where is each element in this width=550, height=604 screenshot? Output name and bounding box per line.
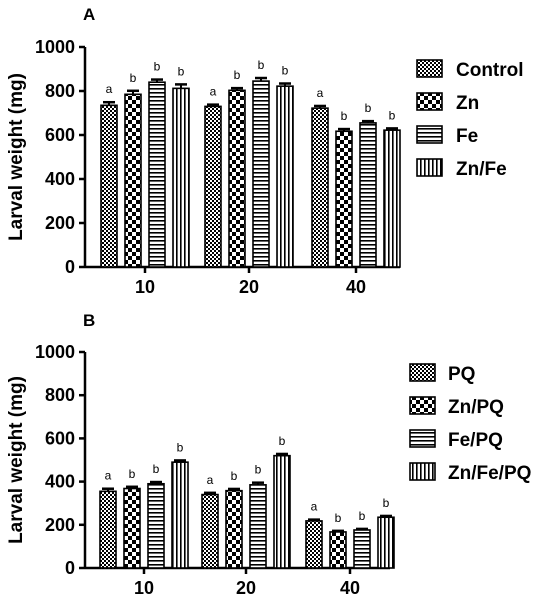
significance-label: a [105,469,112,483]
significance-label: a [317,86,324,100]
y-tick-label: 400 [45,472,75,492]
bar [100,104,118,268]
panel-a-chart: A Larval weight (mg) 0 200 400 600 800 1000 10 a b… [6,5,524,297]
significance-label: b [178,64,185,78]
significance-label: b [231,469,238,483]
significance-label: b [130,71,137,85]
significance-label: b [335,511,342,525]
legend-swatch [416,59,443,78]
significance-label: b [282,64,289,78]
significance-label: b [154,60,161,74]
bar [148,81,166,268]
legend-label: Fe/PQ [448,430,503,451]
legend-label: Zn/Fe [456,159,507,180]
bar [305,520,323,569]
significance-label: b [383,496,390,510]
y-axis-label: Larval weight (mg) [6,73,27,241]
bar [123,487,141,569]
bar [353,529,371,569]
legend-label: Zn/PQ [448,397,504,418]
legend-swatch [416,158,443,177]
y-tick-label: 600 [45,125,75,145]
legend-swatch [409,396,436,415]
x-tick-label: 20 [239,277,259,297]
bar [172,87,190,268]
bar [204,105,222,268]
significance-label: b [255,463,262,477]
y-tick-label: 1000 [35,342,75,362]
panel-b-chart: B Larval weight (mg) 0 200 400 600 800 1000 10 a b… [6,311,531,598]
significance-label: b [177,440,184,454]
x-tick-label: 20 [236,578,256,598]
y-axis-label: Larval weight (mg) [6,376,27,544]
significance-label: b [365,101,372,115]
bar [359,122,377,268]
bar [276,85,294,268]
significance-label: b [389,108,396,122]
bar [311,107,329,268]
legend-swatch [416,125,443,144]
y-tick-label: 200 [45,515,75,535]
x-tick-label: 40 [346,277,366,297]
bar [249,484,267,569]
significance-label: b [359,509,366,523]
significance-label: b [129,467,136,481]
legend-swatch [416,92,443,111]
bar [124,93,142,268]
y-tick-label: 0 [65,558,75,578]
significance-label: a [311,500,318,514]
bar [273,454,291,569]
panel-letter: A [83,5,95,24]
significance-label: a [210,85,217,99]
panel-letter: B [83,311,95,330]
bar [225,489,243,569]
bar [383,129,401,268]
bar [252,80,270,268]
legend-label: Zn [456,93,479,114]
y-tick-label: 800 [45,385,75,405]
y-tick-label: 800 [45,81,75,101]
legend-label: PQ [448,364,475,385]
bar [377,516,395,569]
significance-label: a [106,82,113,96]
legend-label: Control [456,60,524,81]
significance-label: b [279,434,286,448]
bar [335,130,353,268]
y-tick-label: 400 [45,169,75,189]
bar [171,461,189,569]
significance-label: b [153,462,160,476]
x-tick-label: 10 [135,277,155,297]
significance-label: a [207,473,214,487]
legend-swatch [409,462,436,481]
significance-label: b [234,68,241,82]
bar [228,89,246,268]
bar [329,531,347,569]
legend-swatch [409,429,436,448]
legend-swatch [409,363,436,382]
bar [99,490,117,569]
legend-label: Zn/Fe/PQ [448,463,531,484]
y-tick-label: 600 [45,428,75,448]
legend-label: Fe [456,126,478,147]
y-tick-label: 1000 [35,37,75,57]
significance-label: b [341,109,348,123]
bar [201,493,219,569]
y-tick-label: 200 [45,213,75,233]
x-tick-label: 40 [340,578,360,598]
x-tick-label: 10 [134,578,154,598]
significance-label: b [258,58,265,72]
y-tick-label: 0 [65,257,75,277]
bar [147,482,165,569]
